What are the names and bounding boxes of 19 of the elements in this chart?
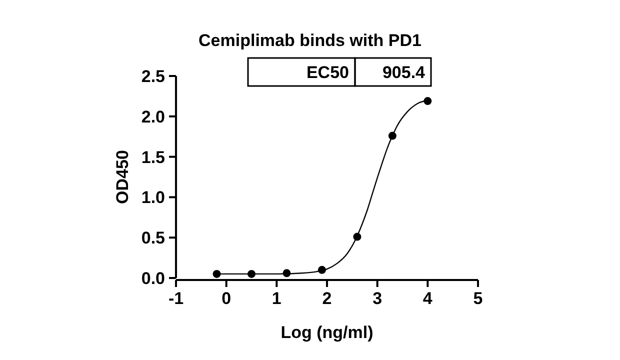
x-tick-label: 4 — [422, 289, 433, 308]
x-axis-title: Log (ng/ml) — [280, 323, 374, 342]
x-tick-label: 1 — [272, 289, 282, 308]
x-tick-label: 0 — [222, 289, 232, 308]
y-tick-label: 2.5 — [141, 66, 165, 86]
annotation: 905.4 — [382, 62, 426, 82]
x-tick-label: 2 — [322, 289, 332, 308]
x-tick-label: 3 — [372, 289, 382, 308]
y-axis-title: OD450 — [113, 150, 132, 204]
point — [212, 270, 221, 278]
y-tick-label: 0.5 — [141, 228, 165, 248]
y-tick-label: 0.0 — [141, 268, 165, 288]
y-tick-label: 1.0 — [141, 188, 165, 208]
y-tick-label: 1.5 — [141, 148, 165, 167]
y-tick-label: 2.0 — [141, 107, 165, 126]
annotation: EC50 — [306, 62, 349, 82]
x-tick-label: -1 — [168, 289, 184, 308]
x-tick-label: 5 — [473, 289, 483, 308]
chart-title: Cemiplimab binds with PD1 — [198, 31, 422, 50]
